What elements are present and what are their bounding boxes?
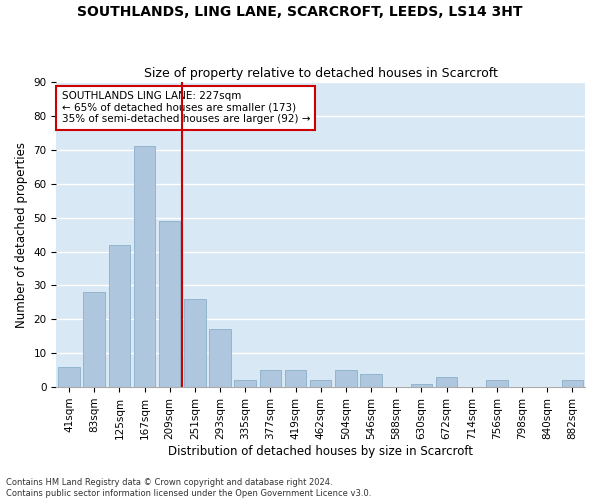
Bar	[235, 380, 256, 387]
Title: Size of property relative to detached houses in Scarcroft: Size of property relative to detached ho…	[144, 66, 497, 80]
Bar	[260, 370, 281, 387]
Bar	[310, 380, 331, 387]
Bar	[335, 370, 356, 387]
Text: SOUTHLANDS LING LANE: 227sqm
← 65% of detached houses are smaller (173)
35% of s: SOUTHLANDS LING LANE: 227sqm ← 65% of de…	[62, 91, 310, 124]
Bar	[109, 244, 130, 387]
X-axis label: Distribution of detached houses by size in Scarcroft: Distribution of detached houses by size …	[168, 444, 473, 458]
Bar	[134, 146, 155, 387]
Bar	[285, 370, 306, 387]
Bar	[58, 367, 80, 387]
Bar	[361, 374, 382, 387]
Text: Contains HM Land Registry data © Crown copyright and database right 2024.
Contai: Contains HM Land Registry data © Crown c…	[6, 478, 371, 498]
Bar	[184, 299, 206, 387]
Bar	[436, 377, 457, 387]
Bar	[159, 221, 181, 387]
Text: SOUTHLANDS, LING LANE, SCARCROFT, LEEDS, LS14 3HT: SOUTHLANDS, LING LANE, SCARCROFT, LEEDS,…	[77, 5, 523, 19]
Bar	[486, 380, 508, 387]
Bar	[410, 384, 432, 387]
Bar	[209, 330, 231, 387]
Bar	[83, 292, 105, 387]
Bar	[562, 380, 583, 387]
Y-axis label: Number of detached properties: Number of detached properties	[15, 142, 28, 328]
